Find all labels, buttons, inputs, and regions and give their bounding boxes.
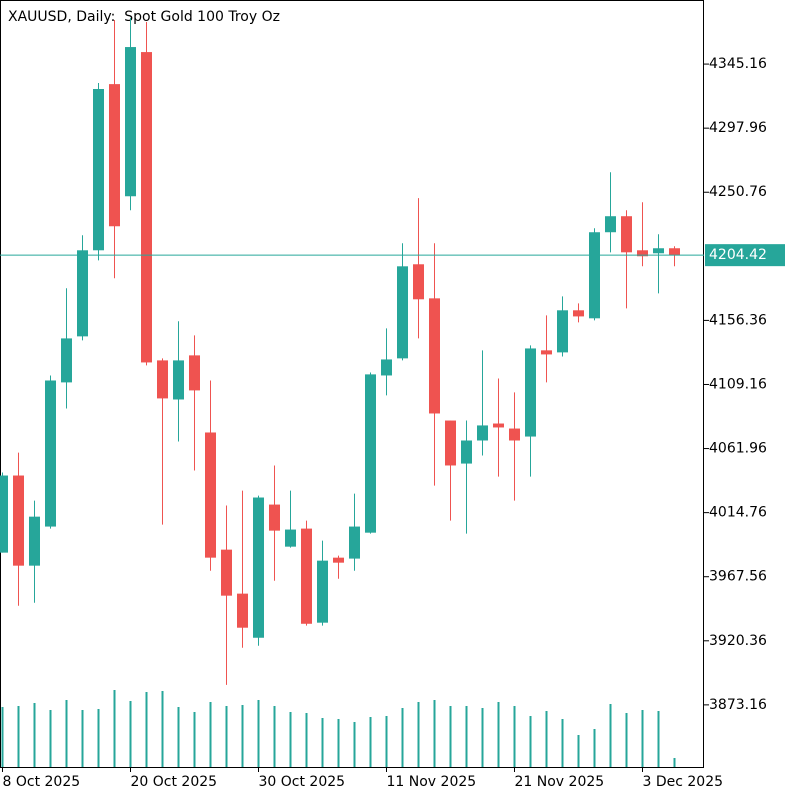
candle-body <box>557 310 568 353</box>
x-tick-label: 20 Oct 2025 <box>131 774 218 790</box>
candle-body <box>77 250 88 337</box>
candle-body <box>173 360 184 400</box>
y-tick-label: 3967.56 <box>709 569 767 585</box>
candle-body <box>509 428 520 441</box>
candle-body <box>301 528 312 624</box>
candle-body <box>541 350 552 355</box>
candle-body <box>573 310 584 317</box>
candle-body <box>13 475 24 566</box>
candle-body <box>429 298 440 414</box>
candle-body <box>349 526 360 559</box>
candle-body <box>269 504 280 531</box>
x-tick-label: 3 Dec 2025 <box>643 774 724 790</box>
candle-body <box>413 264 424 300</box>
candle-body <box>477 425 488 441</box>
candle-body <box>109 84 120 227</box>
y-tick-label: 4014.76 <box>709 505 767 521</box>
candle-body <box>653 248 664 254</box>
candle-body <box>493 423 504 428</box>
x-tick-label: 30 Oct 2025 <box>259 774 346 790</box>
y-tick-label: 4109.16 <box>709 376 767 392</box>
candle-body <box>141 52 152 363</box>
candle-body <box>253 497 264 638</box>
x-tick-label: 8 Oct 2025 <box>3 774 81 790</box>
candle-body <box>397 266 408 359</box>
candle-body <box>61 338 72 383</box>
y-tick-label: 4156.36 <box>709 312 767 328</box>
candle-body <box>461 440 472 464</box>
candle-body <box>205 432 216 558</box>
y-tick-label: 3920.36 <box>709 633 767 649</box>
plot-frame <box>0 0 704 768</box>
candle-body <box>333 557 344 563</box>
candle-body <box>45 380 56 527</box>
chart-title: XAUUSD, Daily: Spot Gold 100 Troy Oz <box>8 9 280 25</box>
candle-body <box>637 250 648 257</box>
candle-body <box>621 216 632 253</box>
last-price-label: 4204.42 <box>709 247 767 263</box>
y-tick-label: 4061.96 <box>709 441 767 457</box>
y-tick-label: 3873.16 <box>709 697 767 713</box>
candle-body <box>93 89 104 251</box>
last-price-box <box>705 244 785 267</box>
candle-body <box>157 360 168 399</box>
candle-body <box>445 420 456 466</box>
candle-body <box>381 359 392 376</box>
candle-body <box>29 516 40 566</box>
candle-body <box>365 374 376 533</box>
candle-body <box>605 216 616 233</box>
candle-body <box>0 475 8 553</box>
candle-body <box>669 248 680 256</box>
x-tick-label: 21 Nov 2025 <box>515 774 605 790</box>
x-tick-label: 11 Nov 2025 <box>387 774 477 790</box>
candle-body <box>221 549 232 596</box>
candle-body <box>285 529 296 547</box>
candle-body <box>589 232 600 319</box>
candle-body <box>189 355 200 391</box>
candle-body <box>317 560 328 623</box>
candle-body <box>125 47 136 197</box>
candle-body <box>525 348 536 437</box>
y-tick-label: 4297.96 <box>709 120 767 136</box>
y-tick-label: 4250.76 <box>709 184 767 200</box>
y-tick-label: 4345.16 <box>709 56 767 72</box>
candle-body <box>237 593 248 628</box>
